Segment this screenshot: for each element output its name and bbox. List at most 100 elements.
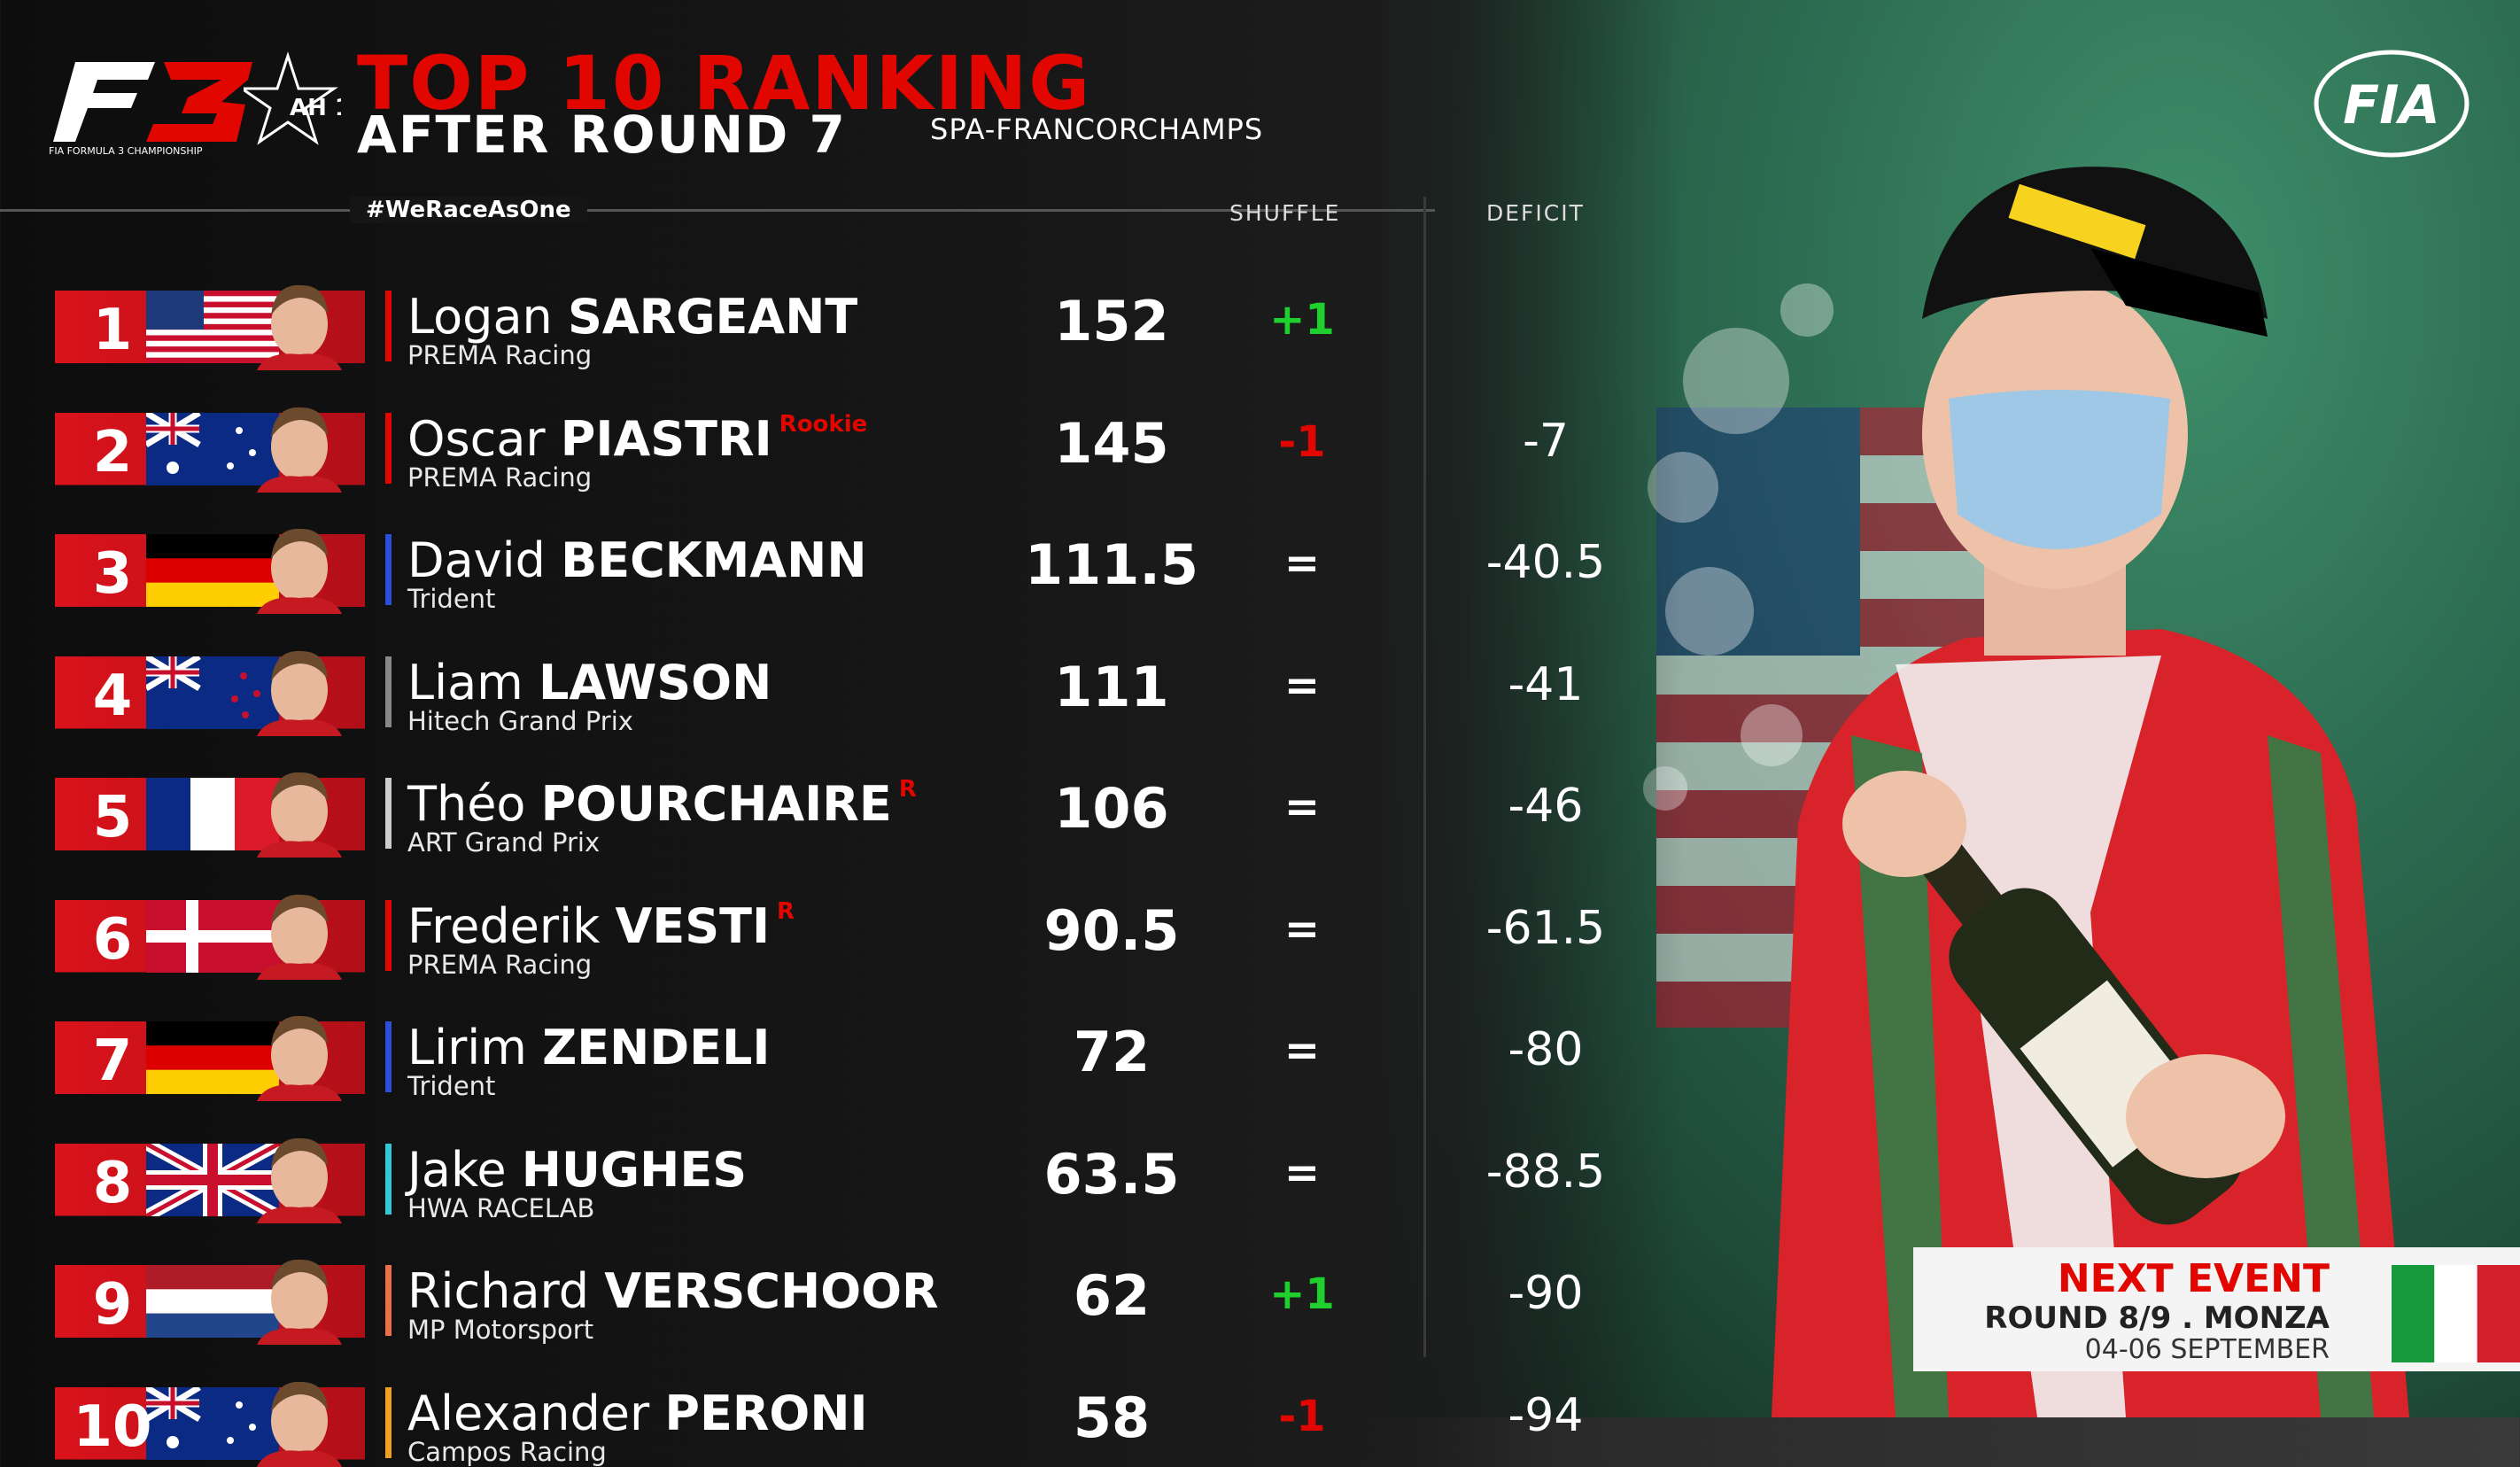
team-color-bar — [385, 534, 392, 605]
usa-flag-icon — [146, 291, 279, 363]
table-row: 8 Jake HUGHES HWA RACELAB 63.5 = -88.5 — [0, 1126, 1639, 1223]
driver-name: Alexander PERONI — [407, 1386, 875, 1441]
team-color-bar — [385, 1265, 392, 1336]
driver-last-name: BECKMANN — [561, 532, 867, 588]
points: 111.5 — [1024, 532, 1199, 597]
shuffle-change: +1 — [1269, 1269, 1335, 1319]
driver-portrait — [257, 772, 342, 858]
driver-name: Liam LAWSON — [407, 655, 779, 710]
table-row: 7 Lirim ZENDELI Trident 72 = -80 — [0, 1004, 1639, 1101]
driver-first-name: Logan — [407, 289, 553, 345]
driver-last-name: PIASTRI — [560, 410, 772, 467]
driver-portrait — [257, 894, 342, 980]
rookie-tag: R — [777, 897, 795, 925]
newzealand-flag-icon — [146, 656, 279, 729]
team-color-bar — [385, 1021, 392, 1092]
germany-flag-icon — [146, 1021, 279, 1094]
points-deficit: -46 — [1508, 780, 1584, 833]
points: 111 — [1054, 654, 1169, 719]
position-number: 9 — [92, 1272, 133, 1338]
driver-name: Lirim ZENDELI — [407, 1020, 778, 1075]
shuffle-change: -1 — [1278, 416, 1326, 467]
table-row: 9 Richard VERSCHOOR MP Motorsport 62 +1 … — [0, 1247, 1639, 1345]
driver-first-name: Lirim — [407, 1020, 527, 1075]
driver-portrait — [257, 1259, 342, 1345]
f3-logo-text: FIA FORMULA 3 CHAMPIONSHIP — [49, 145, 203, 157]
driver-first-name: Frederik — [407, 897, 601, 954]
points-deficit: -88.5 — [1485, 1145, 1606, 1199]
team-name: ART Grand Prix — [407, 827, 601, 858]
team-name: Trident — [407, 584, 496, 614]
table-row: 2 Oscar PIASTRI Rookie PREMA Racing 145 -… — [0, 395, 1639, 493]
points-deficit: -7 — [1523, 414, 1569, 468]
points: 72 — [1073, 1020, 1151, 1084]
driver-first-name: Oscar — [407, 410, 546, 467]
driver-name: Richard VERSCHOOR — [407, 1263, 946, 1319]
driver-portrait — [257, 528, 342, 614]
position-number: 7 — [92, 1028, 133, 1094]
driver-last-name: VESTI — [615, 897, 771, 954]
table-row: 3 David BECKMANN Trident 111.5 = -40.5 — [0, 516, 1639, 614]
next-event-dates: 04-06 SEPTEMBER — [2084, 1334, 2330, 1365]
fia-logo: FIA — [2314, 50, 2470, 158]
driver-first-name: Alexander — [407, 1385, 650, 1441]
shuffle-change: +1 — [1269, 295, 1335, 345]
driver-portrait — [257, 407, 342, 493]
f3-logo: FIA FORMULA 3 CHAMPIONSHIP — [49, 62, 252, 157]
denmark-flag-icon — [146, 899, 279, 973]
australia-flag-icon — [146, 412, 279, 485]
team-name: PREMA Racing — [407, 462, 593, 493]
driver-last-name: ZENDELI — [542, 1020, 771, 1075]
position-number: 5 — [92, 785, 133, 850]
team-color-bar — [385, 1386, 392, 1458]
next-event-title: NEXT EVENT — [2057, 1256, 2330, 1301]
points: 58 — [1073, 1385, 1151, 1450]
table-row: 6 Frederik VESTI R PREMA Racing 90.5 = -6… — [0, 882, 1639, 980]
team-color-bar — [385, 1143, 392, 1215]
points-deficit: -94 — [1508, 1388, 1584, 1442]
points-deficit: -80 — [1508, 1023, 1584, 1076]
points-deficit: -41 — [1508, 657, 1584, 711]
driver-last-name: LAWSON — [538, 654, 772, 710]
points: 152 — [1054, 289, 1169, 353]
driver-last-name: POURCHAIRE — [540, 776, 892, 832]
driver-portrait — [257, 1137, 342, 1223]
team-name: HWA RACELAB — [407, 1192, 595, 1223]
points-deficit: -61.5 — [1485, 901, 1606, 955]
shuffle-change: -1 — [1278, 1391, 1326, 1441]
netherlands-flag-icon — [146, 1265, 279, 1338]
shuffle-change: = — [1283, 782, 1321, 832]
team-color-bar — [385, 412, 392, 484]
position-number: 6 — [92, 906, 133, 973]
position-number: 8 — [92, 1150, 133, 1216]
page-subtitle: AFTER ROUND 7 — [357, 105, 847, 165]
driver-first-name: Richard — [407, 1263, 590, 1319]
table-row: 4 Liam LAWSON Hitech Grand Prix 111 = -4… — [0, 639, 1639, 736]
points: 145 — [1054, 410, 1169, 476]
points: 106 — [1054, 776, 1169, 841]
italy-flag-icon — [2392, 1265, 2520, 1362]
team-name: MP Motorsport — [407, 1315, 594, 1345]
team-name: Hitech Grand Prix — [407, 705, 633, 736]
points-deficit: -90 — [1508, 1267, 1584, 1320]
team-color-bar — [385, 291, 392, 361]
column-divider — [1423, 197, 1426, 1357]
position-number: 10 — [73, 1393, 152, 1460]
driver-name: Jake HUGHES — [407, 1142, 754, 1198]
tribute-star-logo: AH 19 — [244, 51, 341, 145]
driver-name: Logan SARGEANT — [407, 289, 865, 345]
driver-portrait — [257, 1015, 342, 1101]
next-event-round: ROUND 8/9 . MONZA — [1984, 1300, 2330, 1336]
driver-first-name: Théo — [407, 776, 526, 832]
column-header-shuffle: SHUFFLE — [1229, 200, 1341, 226]
table-row: 1 Logan SARGEANT PREMA Racing 152 +1 — [0, 273, 1639, 370]
driver-first-name: Jake — [407, 1141, 507, 1198]
team-name: PREMA Racing — [407, 340, 593, 370]
points: 90.5 — [1043, 897, 1180, 963]
driver-name: Oscar PIASTRI Rookie — [407, 411, 867, 467]
driver-name: David BECKMANN — [407, 532, 874, 588]
driver-last-name: SARGEANT — [567, 289, 858, 345]
position-number: 3 — [92, 541, 133, 607]
position-number: 1 — [92, 298, 133, 363]
fia-text: FIA — [2343, 74, 2440, 136]
